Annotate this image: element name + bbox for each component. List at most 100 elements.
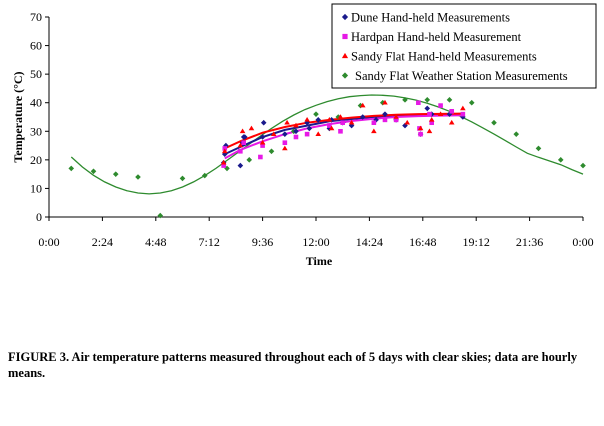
- data-point-series-2: [327, 123, 332, 128]
- plot-area: 0 10 20 30 40 50 60 70 0:00 2:24 4:48 7:12 9:36 12:0…: [30, 10, 594, 249]
- y-tick-label: 70: [30, 10, 42, 24]
- data-point-series-1: [260, 119, 267, 126]
- data-point-series-4: [268, 148, 275, 155]
- x-tick-label: 0:00: [572, 235, 593, 249]
- x-axis-ticks: 0:00 2:24 4:48 7:12 9:36 12:00 14:24 16:48 19:12…: [38, 217, 594, 249]
- data-point-series-3: [428, 117, 435, 122]
- data-point-series-3: [270, 131, 277, 136]
- data-point-series-3: [348, 119, 355, 125]
- data-point-series-4: [446, 97, 453, 103]
- data-point-series-3: [426, 128, 433, 134]
- data-point-series-3: [284, 119, 290, 125]
- data-point-series-3: [448, 119, 455, 125]
- data-point-series-2: [258, 154, 263, 160]
- data-point-series-4: [246, 157, 253, 163]
- y-tick-label: 0: [36, 210, 42, 224]
- data-point-series-4: [313, 111, 319, 117]
- x-tick-label: 4:48: [145, 235, 166, 249]
- data-point-series-3: [393, 114, 399, 119]
- trendline-4: [70, 94, 584, 195]
- data-point-series-3: [259, 139, 266, 145]
- y-tick-label: 40: [30, 96, 42, 110]
- legend-marker: [341, 52, 349, 59]
- x-axis-title: Time: [306, 254, 333, 268]
- x-tick-label: 0:00: [38, 235, 59, 249]
- data-point-series-1: [223, 142, 229, 149]
- data-point-series-4: [201, 172, 208, 179]
- data-point-series-4: [557, 157, 564, 163]
- x-tick-label: 12:00: [302, 235, 329, 249]
- data-point-series-2: [449, 108, 455, 114]
- y-axis-ticks: 0 10 20 30 40 50 60 70: [30, 10, 49, 224]
- legend-label: Sandy Flat Hand-held Measurements: [351, 50, 537, 64]
- data-point-series-3: [326, 117, 333, 122]
- data-point-series-2: [427, 111, 432, 117]
- data-point-series-2: [222, 146, 228, 151]
- legend-label: Sandy Flat Weather Station Measurements: [355, 69, 568, 83]
- data-point-series-4: [535, 145, 542, 152]
- x-tick-label: 2:24: [92, 235, 113, 249]
- legend-marker: [341, 72, 349, 79]
- data-point-series-2: [304, 131, 310, 137]
- legend: Dune Hand-held Measurements Hardpan Hand-…: [331, 3, 597, 89]
- data-point-series-1: [315, 117, 322, 123]
- data-point-series-3: [237, 142, 244, 148]
- x-tick-label: 19:12: [463, 235, 490, 249]
- data-point-series-1: [293, 128, 299, 135]
- data-point-series-2: [371, 120, 377, 126]
- legend-box: [331, 3, 597, 89]
- data-point-series-3: [404, 119, 411, 125]
- data-point-series-2: [293, 134, 299, 140]
- data-points: [68, 97, 586, 219]
- data-point-series-4: [513, 131, 520, 137]
- data-point-series-3: [371, 128, 377, 134]
- data-point-series-2: [260, 143, 265, 148]
- y-tick-label: 30: [30, 124, 42, 138]
- data-point-series-2: [438, 103, 443, 108]
- data-point-series-2: [393, 117, 399, 123]
- data-point-series-2: [382, 117, 388, 123]
- data-point-series-3: [248, 125, 255, 131]
- chart: 0 10 20 30 40 50 60 70 0:00 2:24 4:48 7:12 9:36 12:0…: [11, 3, 597, 268]
- trendline-3: [224, 112, 463, 150]
- data-point-series-1: [424, 105, 431, 112]
- data-point-series-1: [328, 117, 335, 123]
- trendlines: [70, 94, 584, 195]
- data-point-series-1: [237, 162, 244, 169]
- y-tick-label: 10: [30, 181, 42, 195]
- data-point-series-4: [424, 97, 431, 103]
- data-point-series-3: [359, 102, 366, 108]
- data-point-series-4: [90, 168, 97, 175]
- legend-label: Hardpan Hand-held Measurement: [351, 30, 522, 44]
- data-point-series-2: [241, 140, 246, 146]
- data-point-series-2: [340, 120, 345, 126]
- data-point-series-3: [239, 128, 246, 134]
- data-point-series-3: [221, 148, 228, 154]
- data-point-series-3: [460, 105, 466, 111]
- data-point-series-3: [220, 159, 227, 165]
- data-point-series-2: [429, 120, 434, 126]
- legend-label: Dune Hand-held Measurements: [351, 11, 510, 25]
- data-point-series-1: [359, 114, 366, 120]
- data-point-series-1: [282, 131, 288, 137]
- data-point-series-2: [418, 131, 423, 137]
- legend-marker: [342, 33, 348, 40]
- data-point-series-2: [416, 100, 421, 106]
- y-tick-label: 50: [30, 67, 42, 81]
- y-tick-label: 60: [30, 39, 42, 53]
- y-tick-label: 20: [30, 153, 42, 167]
- data-point-series-4: [135, 174, 141, 180]
- data-point-series-4: [468, 99, 475, 106]
- data-point-series-3: [315, 131, 322, 136]
- data-point-series-3: [282, 145, 288, 151]
- data-point-series-3: [417, 125, 424, 131]
- data-point-series-3: [304, 117, 310, 122]
- data-point-series-1: [242, 134, 248, 140]
- data-point-series-4: [491, 119, 497, 126]
- data-point-series-2: [460, 111, 466, 117]
- data-point-series-4: [112, 171, 119, 177]
- data-point-series-1: [382, 111, 388, 117]
- data-point-series-3: [382, 99, 388, 105]
- data-point-series-4: [179, 175, 186, 182]
- data-point-series-3: [328, 125, 335, 131]
